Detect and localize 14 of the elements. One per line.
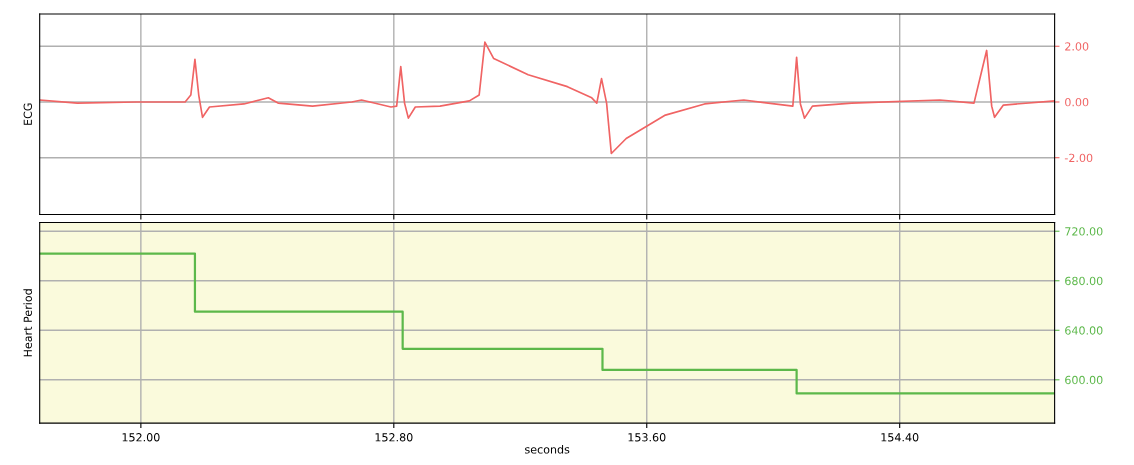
y-tick-label: 720.00 bbox=[1065, 227, 1103, 236]
x-tick-label: 153.60 bbox=[628, 433, 666, 442]
y-tick-label: 680.00 bbox=[1065, 276, 1103, 286]
y-axis-title: Heart Period bbox=[23, 289, 32, 357]
y-tick-label: 640.00 bbox=[1065, 326, 1103, 335]
x-tick-label: 152.80 bbox=[375, 433, 413, 442]
y-axis-title: ECG bbox=[23, 103, 32, 125]
x-tick-label: 154.40 bbox=[881, 433, 919, 442]
y-tick-label: -2.00 bbox=[1064, 153, 1093, 163]
y-tick-label: 2.00 bbox=[1065, 42, 1089, 51]
y-tick-label: 0.00 bbox=[1065, 97, 1089, 107]
x-axis-title: seconds bbox=[525, 445, 570, 454]
x-tick-label: 152.00 bbox=[122, 433, 160, 442]
y-tick-label: 600.00 bbox=[1065, 375, 1103, 385]
